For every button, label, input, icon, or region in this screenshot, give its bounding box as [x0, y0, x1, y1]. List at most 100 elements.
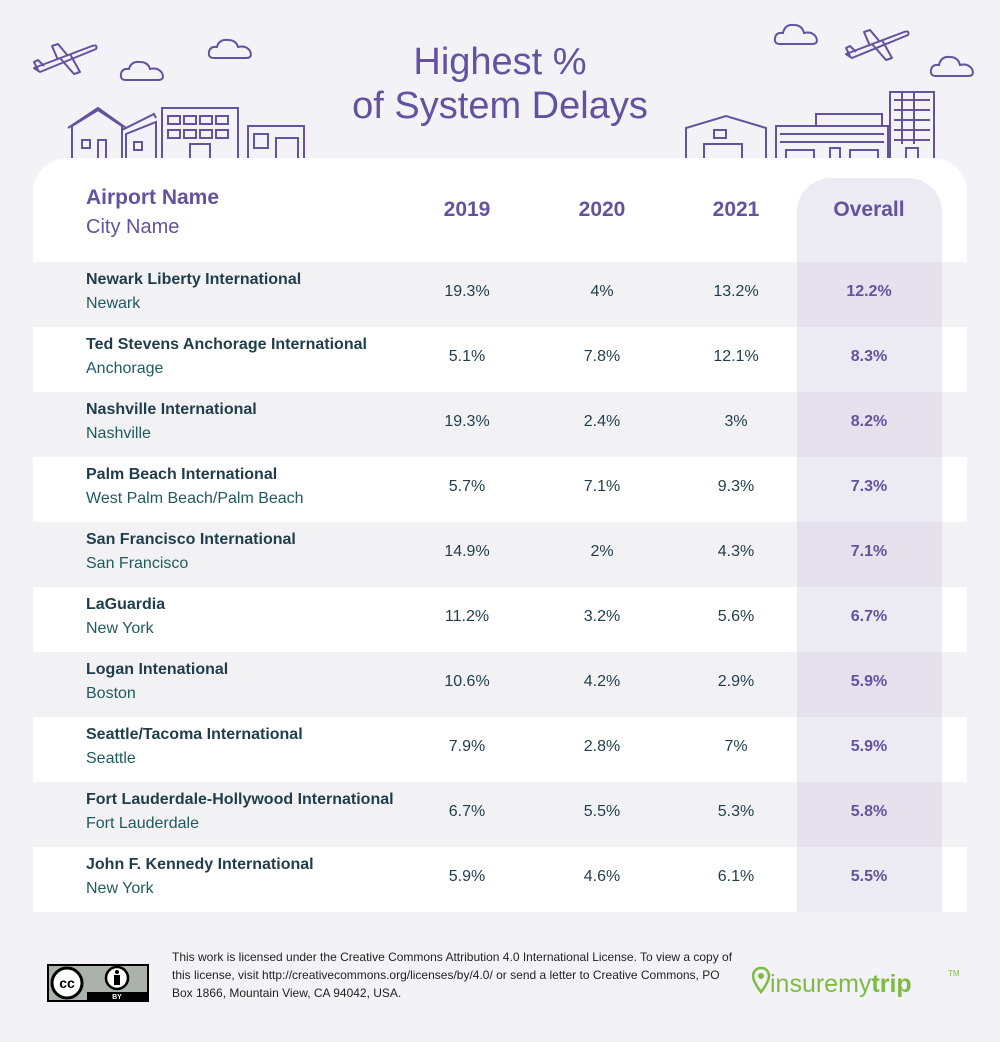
buildings-left-icon [62, 106, 308, 162]
row-band [33, 392, 967, 457]
airport-name: Fort Lauderdale-Hollywood International [86, 791, 394, 808]
value-2019: 5.7% [448, 478, 486, 495]
value-2021: 12.1% [713, 348, 759, 365]
value-2021: 9.3% [717, 478, 755, 495]
city-name: San Francisco [86, 555, 189, 572]
cc-by-label: BY [112, 994, 122, 1001]
value-2019: 19.3% [444, 413, 490, 430]
value-2020: 5.5% [583, 803, 621, 820]
airplane-icon [33, 43, 98, 75]
value-2019: 5.1% [448, 348, 486, 365]
column-header-city: City Name [86, 216, 180, 238]
city-name: West Palm Beach/Palm Beach [86, 490, 304, 507]
value-2021: 4.3% [717, 543, 755, 560]
value-2019: 6.7% [448, 803, 486, 820]
value-2020: 4% [590, 283, 614, 300]
location-pin-icon [752, 966, 771, 995]
value-2020: 7.8% [583, 348, 621, 365]
city-name: New York [86, 620, 154, 637]
value-2020: 2.4% [583, 413, 621, 430]
brand-trademark: TM [948, 969, 960, 978]
value-2021: 5.3% [717, 803, 755, 820]
license-text: This work is licensed under the Creative… [172, 950, 733, 1000]
value-overall: 7.1% [850, 543, 888, 560]
column-header-overall: Overall [833, 198, 905, 221]
value-overall: 5.9% [850, 738, 888, 755]
row-band [33, 782, 967, 847]
insuremytrip-logo: insuremytrip TM [752, 966, 960, 998]
value-2021: 7% [724, 738, 748, 755]
value-2020: 2% [590, 543, 614, 560]
city-name: Boston [86, 685, 136, 702]
row-band-overall [797, 392, 942, 457]
brand-part-2: trip [871, 970, 911, 998]
table-row: Logan Intenational Boston 10.6% 4.2% 2.9% 5.9… [33, 652, 967, 717]
value-2020: 2.8% [583, 738, 621, 755]
table-row: LaGuardia New York 11.2% 3.2% 5.6% 6.7% [33, 587, 967, 652]
row-band [33, 262, 967, 327]
value-2019: 14.9% [444, 543, 490, 560]
value-2019: 7.9% [448, 738, 486, 755]
value-2020: 4.2% [583, 673, 621, 690]
brand-part-1: insuremy [770, 970, 872, 998]
buildings-right-icon [680, 91, 942, 162]
value-overall: 6.7% [850, 608, 888, 625]
row-band-overall [797, 262, 942, 327]
city-name: New York [86, 880, 154, 897]
row-band-overall [797, 652, 942, 717]
column-header-2019: 2019 [443, 198, 491, 221]
value-overall: 8.2% [850, 413, 888, 430]
value-2021: 13.2% [713, 283, 759, 300]
column-header-airport: Airport Name [86, 186, 220, 209]
row-band-overall [797, 782, 942, 847]
cloud-icon [929, 55, 974, 77]
column-header-2021: 2021 [712, 198, 760, 221]
airport-name: Logan Intenational [86, 661, 229, 678]
value-2021: 3% [724, 413, 748, 430]
value-2021: 6.1% [717, 868, 755, 885]
cc-badge-label: cc [59, 975, 75, 991]
table-row: John F. Kennedy International New York 5.9… [33, 847, 967, 912]
table-row: Nashville International Nashville 19.3% 2.4… [33, 392, 967, 457]
value-2019: 11.2% [444, 608, 490, 625]
value-overall: 5.9% [850, 673, 888, 690]
airport-name: Nashville International [86, 401, 257, 418]
row-band [33, 522, 967, 587]
airplane-icon [845, 29, 910, 61]
table-row: Palm Beach International West Palm Beach/… [33, 457, 967, 522]
cloud-icon [207, 38, 252, 59]
svg-text:insuremytrip: insuremytrip [770, 970, 912, 998]
value-2021: 5.6% [717, 608, 755, 625]
creative-commons-badge: cc BY [47, 964, 149, 1002]
value-overall: 7.3% [850, 478, 888, 495]
city-name: Newark [86, 295, 141, 312]
column-header-2020: 2020 [578, 198, 626, 221]
city-name: Seattle [86, 750, 136, 767]
airport-name: Ted Stevens Anchorage International [86, 336, 367, 353]
city-name: Fort Lauderdale [86, 815, 199, 832]
city-name: Nashville [86, 425, 151, 442]
table-row: Seattle/Tacoma International Seattle 7.9% 2… [33, 717, 967, 782]
value-overall: 8.3% [850, 348, 888, 365]
city-name: Anchorage [86, 360, 164, 377]
row-band [33, 652, 967, 717]
page-title: Highest % of System Delays [0, 40, 1000, 128]
table-row: Fort Lauderdale-Hollywood International F… [33, 782, 967, 847]
airport-name: Palm Beach International [86, 466, 278, 483]
table-row: Ted Stevens Anchorage International Ancho… [33, 327, 967, 392]
value-2019: 5.9% [448, 868, 486, 885]
cloud-icon [119, 60, 164, 81]
value-2020: 3.2% [583, 608, 621, 625]
value-overall: 5.5% [850, 868, 888, 885]
value-2020: 7.1% [583, 478, 621, 495]
value-2021: 2.9% [717, 673, 755, 690]
cloud-icon [773, 23, 818, 45]
title-line-2: of System Delays [352, 85, 648, 127]
airport-name: San Francisco International [86, 531, 296, 548]
row-band-overall [797, 522, 942, 587]
table-row: San Francisco International San Francisco… [33, 522, 967, 587]
airport-name: Seattle/Tacoma International [86, 726, 303, 743]
airport-name: John F. Kennedy International [86, 856, 314, 873]
title-line-1: Highest % [413, 41, 587, 83]
value-overall: 12.2% [846, 283, 892, 300]
